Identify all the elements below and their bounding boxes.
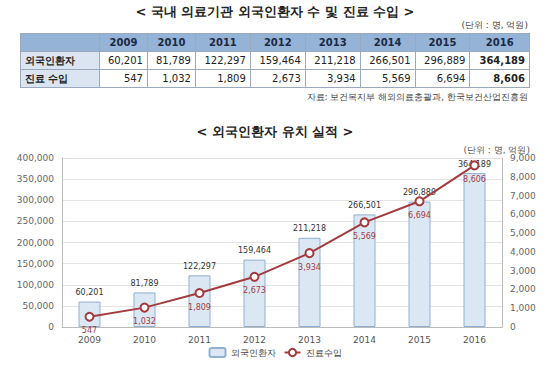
svg-text:6,694: 6,694 <box>408 211 431 220</box>
html-text:122,297: 122,297 <box>204 55 246 66</box>
svg-text:159,464: 159,464 <box>238 246 271 255</box>
svg-text:2011: 2011 <box>188 335 211 345</box>
html-text:2011: 2011 <box>209 37 237 48</box>
html-text:159,464: 159,464 <box>259 55 301 66</box>
svg-text:300,000: 300,000 <box>17 195 54 205</box>
svg-text:364,189: 364,189 <box>458 160 491 169</box>
html-text:2,673: 2,673 <box>272 73 301 84</box>
svg-text:122,297: 122,297 <box>183 262 216 271</box>
svg-text:547: 547 <box>82 326 97 335</box>
html-text:211,218: 211,218 <box>314 55 356 66</box>
html-text:296,889: 296,889 <box>424 55 466 66</box>
svg-text:60,201: 60,201 <box>76 288 104 297</box>
svg-text:2013: 2013 <box>298 335 321 345</box>
html-text:81,789: 81,789 <box>155 55 191 66</box>
html-text:2014: 2014 <box>373 37 402 48</box>
svg-text:9,000: 9,000 <box>510 153 536 163</box>
svg-text:3,000: 3,000 <box>510 266 536 276</box>
html-text:5,569: 5,569 <box>381 73 411 84</box>
html-text:3,934: 3,934 <box>327 73 356 84</box>
svg-text:2,673: 2,673 <box>243 286 266 295</box>
html-text:2009: 2009 <box>109 37 138 48</box>
svg-text:2015: 2015 <box>408 335 431 345</box>
svg-text:(단위 : 명, 억원): (단위 : 명, 억원) <box>464 145 531 155</box>
html-text:자료: 보건복지부 해외의료총괄과, 한국보건산업진흥원: 자료: 보건복지부 해외의료총괄과, 한국보건산업진흥원 <box>306 92 528 102</box>
svg-text:5,569: 5,569 <box>353 232 376 241</box>
svg-text:< 외국인환자 유치 실적 >: < 외국인환자 유치 실적 > <box>197 124 354 139</box>
html-text:1,032: 1,032 <box>162 73 191 84</box>
svg-text:81,789: 81,789 <box>131 279 159 288</box>
svg-text:8,000: 8,000 <box>510 172 536 182</box>
svg-text:2014: 2014 <box>353 335 376 345</box>
svg-text:400,000: 400,000 <box>17 153 54 163</box>
svg-text:2016: 2016 <box>463 335 486 345</box>
html-text:1,809: 1,809 <box>217 73 246 84</box>
svg-text:외국인환자: 외국인환자 <box>231 348 276 358</box>
html-text:60,201: 60,201 <box>108 55 143 66</box>
html-text:2016: 2016 <box>485 37 514 48</box>
svg-text:2012: 2012 <box>243 335 266 345</box>
svg-text:150,000: 150,000 <box>17 259 54 269</box>
svg-text:2009: 2009 <box>78 335 101 345</box>
svg-text:50,000: 50,000 <box>23 301 55 311</box>
svg-text:1,000: 1,000 <box>510 303 536 313</box>
html-text:외국인환자: 외국인환자 <box>25 54 75 66</box>
svg-text:1,032: 1,032 <box>133 317 156 326</box>
svg-text:2010: 2010 <box>133 335 156 345</box>
svg-text:1,809: 1,809 <box>188 303 211 312</box>
html-text:547: 547 <box>123 73 143 84</box>
svg-text:진료수입: 진료수입 <box>306 348 342 358</box>
html-text:진료 수입: 진료 수입 <box>25 72 69 84</box>
svg-text:211,218: 211,218 <box>293 224 326 233</box>
html-text:364,189: 364,189 <box>479 55 525 66</box>
html-text:266,501: 266,501 <box>369 55 411 66</box>
html-text:(단위 : 명, 억원): (단위 : 명, 억원) <box>461 20 528 30</box>
svg-text:5,000: 5,000 <box>510 228 536 238</box>
html-text:2010: 2010 <box>157 37 186 48</box>
svg-text:8,606: 8,606 <box>463 175 486 184</box>
html-text:6,694: 6,694 <box>436 73 466 84</box>
html-text:2012: 2012 <box>263 37 292 48</box>
svg-text:2,000: 2,000 <box>510 284 536 294</box>
svg-text:250,000: 250,000 <box>17 216 54 226</box>
html-text:8,606: 8,606 <box>493 73 525 84</box>
svg-text:6,000: 6,000 <box>510 209 536 219</box>
svg-text:266,501: 266,501 <box>348 201 381 210</box>
svg-text:7,000: 7,000 <box>510 191 536 201</box>
svg-text:200,000: 200,000 <box>17 238 54 248</box>
svg-text:0: 0 <box>48 322 54 332</box>
html-text:< 국내 의료기관 외국인환자 수 및 진료 수입 >: < 국내 의료기관 외국인환자 수 및 진료 수입 > <box>135 4 415 19</box>
svg-text:4,000: 4,000 <box>510 247 536 257</box>
svg-text:100,000: 100,000 <box>17 280 54 290</box>
svg-text:0: 0 <box>510 322 516 332</box>
html-text:2013: 2013 <box>318 37 347 48</box>
svg-text:296,889: 296,889 <box>403 188 436 198</box>
html-text:2015: 2015 <box>428 37 457 48</box>
svg-text:3,934: 3,934 <box>298 263 321 272</box>
svg-text:350,000: 350,000 <box>17 174 54 184</box>
